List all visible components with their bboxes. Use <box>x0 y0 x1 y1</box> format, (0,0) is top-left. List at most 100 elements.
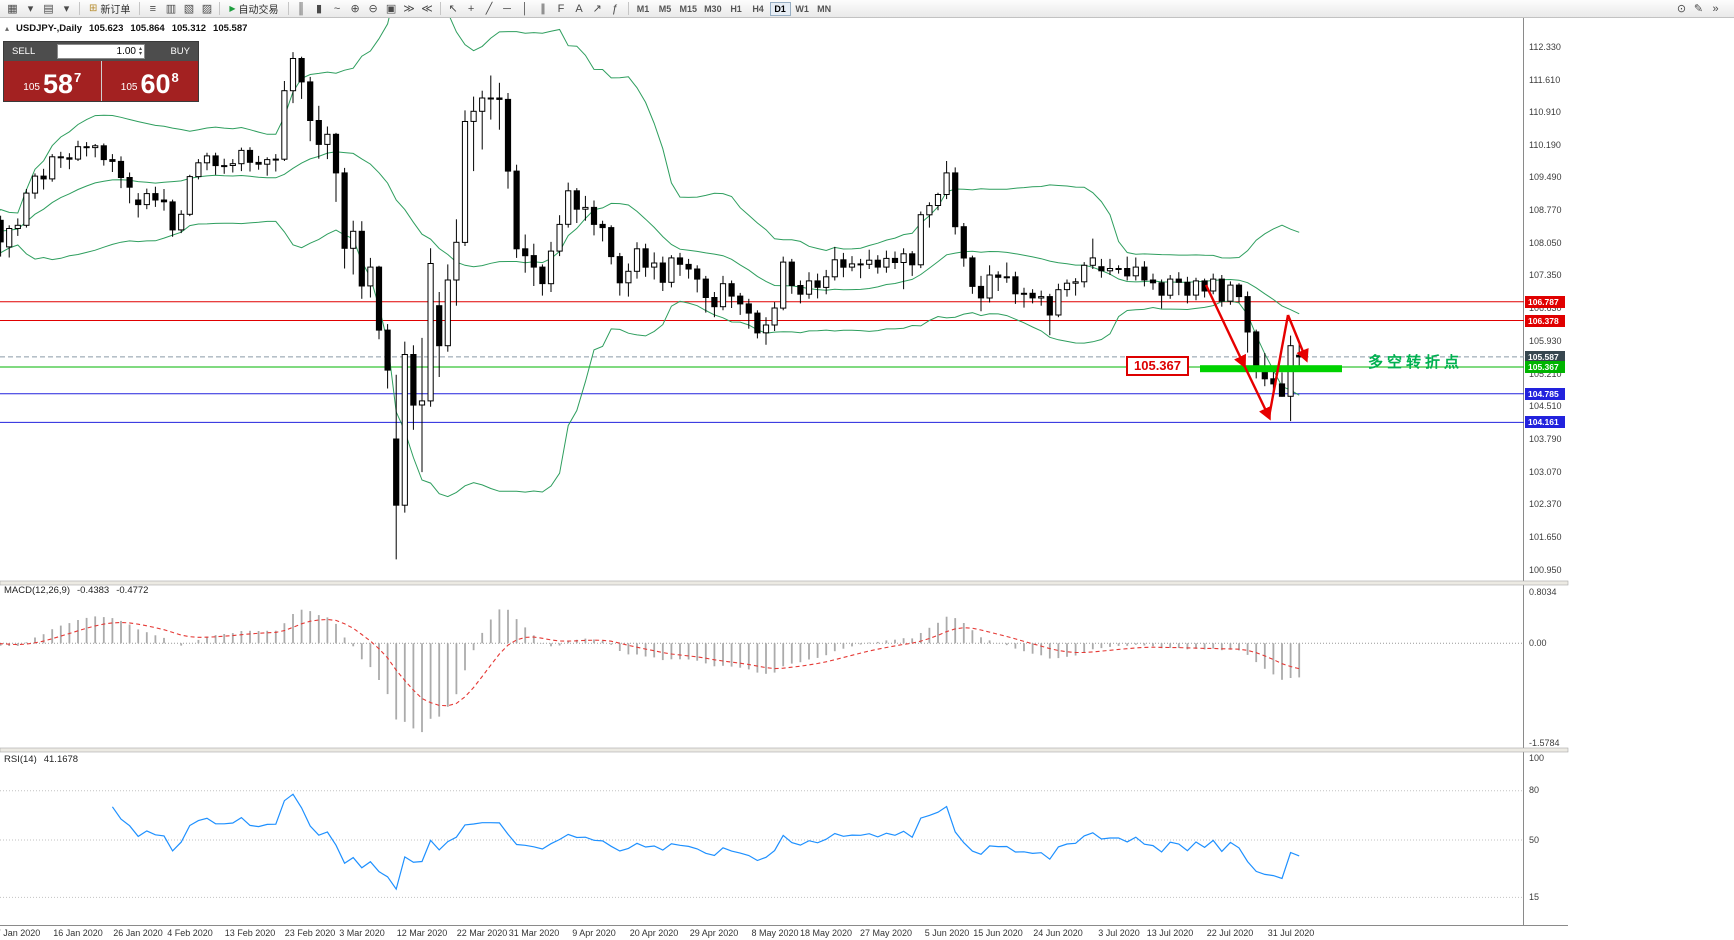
bid-price-pip: 7 <box>74 70 82 85</box>
zigzag-arrow-segment[interactable] <box>1286 314 1309 363</box>
date-label: 31 Jul 2020 <box>1267 928 1315 938</box>
vertical-line-icon[interactable]: │ <box>521 2 529 15</box>
trendline-icon[interactable]: ╱ <box>485 3 493 15</box>
toolbar-separator <box>139 2 141 15</box>
candlestick-chart-icon[interactable]: ▮ <box>316 3 323 15</box>
autotrading-play-icon: ▶ <box>229 4 236 13</box>
ask-price-major: 105 <box>120 82 138 93</box>
date-label: 29 Apr 2020 <box>689 928 739 938</box>
zigzag-arrow-segment[interactable] <box>1242 364 1271 421</box>
turning-point-note[interactable]: 多空转折点 <box>1368 354 1464 371</box>
price-scale-label: 101.650 <box>1529 532 1562 543</box>
rsi-scale-label: 15 <box>1529 891 1540 902</box>
sell-label[interactable]: SELL <box>12 46 36 57</box>
new-order-button[interactable]: ⊞ 新订单 <box>84 1 135 16</box>
new-chart-icon[interactable]: ▦ <box>7 3 18 15</box>
timeframe-m5-button[interactable]: M5 <box>658 3 672 14</box>
price-scale-label: 105.210 <box>1529 368 1562 379</box>
edit-icon[interactable]: ✎ <box>1693 3 1704 15</box>
toolbar-separator <box>287 2 289 15</box>
buy-button[interactable]: 105 60 8 <box>102 61 199 101</box>
indicators-icon[interactable]: ƒ <box>611 2 619 15</box>
volume-up-icon[interactable]: ▴ <box>138 45 142 52</box>
profiles-icon[interactable]: ▤ <box>43 3 54 15</box>
rsi-scale-label: 100 <box>1529 752 1545 763</box>
date-label: 3 Mar 2020 <box>339 928 385 938</box>
date-label: 9 Apr 2020 <box>572 928 616 938</box>
rsi-scale-label: 50 <box>1529 834 1540 845</box>
cursor-icon[interactable]: ↖ <box>448 3 458 15</box>
horizontal-level-lines[interactable] <box>0 301 1524 423</box>
chart-canvas[interactable] <box>0 0 1570 940</box>
price-scale-label: 104.510 <box>1529 400 1562 411</box>
timeframe-h4-button[interactable]: H4 <box>752 3 764 14</box>
support-price-label[interactable]: 105.367 <box>1126 356 1189 376</box>
date-label: 12 Mar 2020 <box>396 928 448 938</box>
volume-value: 1.00 <box>116 46 136 57</box>
collapse-trade-widget-icon[interactable]: ▴ <box>5 24 10 33</box>
sell-button[interactable]: 105 58 7 <box>4 61 101 101</box>
price-tag-104.161: 104.161 <box>1525 416 1565 429</box>
fibonacci-icon[interactable]: F <box>557 2 565 15</box>
timeframe-m1-button[interactable]: M1 <box>636 3 650 14</box>
ohlc-low: 105.312 <box>171 23 207 34</box>
rsi-pane-label: RSI(14) 41.1678 <box>4 754 78 765</box>
toolbar-separator <box>627 2 629 15</box>
panel-separators[interactable] <box>0 580 1569 753</box>
price-scale[interactable]: 112.330 111.610 110.910 110.190 109.490 108.7… <box>1524 0 1570 940</box>
line-chart-icon[interactable]: ~ <box>333 2 341 15</box>
price-scale-label: 109.490 <box>1529 172 1562 183</box>
timeframe-w1-button[interactable]: W1 <box>795 3 809 14</box>
timeframe-group: M1 M5 M15 M30 H1 H4 D1 W1 MN <box>633 1 835 16</box>
trade-widget-prices: 105 58 7 105 60 8 <box>4 61 198 101</box>
zigzag-arrow-segment[interactable] <box>1204 284 1246 369</box>
timeframe-h1-button[interactable]: H1 <box>730 3 742 14</box>
search-icon[interactable]: ⊙ <box>1676 3 1687 15</box>
volume-input[interactable]: 1.00 ▴ ▾ <box>57 44 145 59</box>
price-divider <box>100 61 102 101</box>
toolbar-separator <box>219 2 221 15</box>
date-label: 23 Feb 2020 <box>284 928 336 938</box>
timeframe-d1-button[interactable]: D1 <box>769 1 791 16</box>
crosshair-icon[interactable]: + <box>467 2 475 15</box>
text-icon[interactable]: A <box>575 2 583 15</box>
new-chart-dropdown-icon[interactable]: ▾ <box>27 3 34 15</box>
buy-label[interactable]: BUY <box>170 46 190 57</box>
auto-scroll-icon[interactable]: ≫ <box>403 3 415 15</box>
date-label: 20 Apr 2020 <box>629 928 679 938</box>
toolbar-separator <box>439 2 441 15</box>
volume-spinner[interactable]: ▴ ▾ <box>138 45 142 57</box>
horizontal-line-icon[interactable]: ─ <box>503 2 511 15</box>
zigzag-arrow-segment[interactable] <box>1267 314 1290 418</box>
data-window-icon[interactable]: ▥ <box>165 3 177 15</box>
timeframe-mn-button[interactable]: MN <box>817 3 832 14</box>
macd-scale-zero: 0.00 <box>1529 638 1547 649</box>
zoom-out-icon[interactable]: ⊖ <box>368 3 378 15</box>
zoom-in-icon[interactable]: ⊕ <box>350 3 360 15</box>
drawn-objects[interactable] <box>1200 284 1342 421</box>
bar-chart-icon[interactable]: ║ <box>297 2 305 15</box>
date-axis[interactable]: 7 Jan 2020 16 Jan 2020 26 Jan 2020 4 Feb 20… <box>0 926 1568 940</box>
volume-down-icon[interactable]: ▾ <box>138 50 142 57</box>
market-watch-icon[interactable]: ≡ <box>149 2 157 15</box>
price-scale-label: 110.910 <box>1529 106 1561 117</box>
chart-shift-icon[interactable]: ≪ <box>421 3 433 15</box>
tile-windows-icon[interactable]: ▣ <box>385 3 397 15</box>
turning-point-bar[interactable] <box>1200 365 1342 373</box>
autotrading-button[interactable]: ▶ 自动交易 <box>224 1 283 16</box>
bid-price-major: 105 <box>23 82 40 93</box>
navigator-icon[interactable]: ▧ <box>183 3 195 15</box>
timeframe-m15-button[interactable]: M15 <box>679 3 698 14</box>
channel-icon[interactable]: ∥ <box>540 3 546 15</box>
toolbar-window-group: ▣ ≫ ≪ <box>383 1 436 16</box>
date-label: 3 Jul 2020 <box>1098 928 1140 938</box>
date-label: 31 Mar 2020 <box>508 928 560 938</box>
rsi-label: RSI(14) <box>4 754 37 765</box>
timeframe-m30-button[interactable]: M30 <box>704 3 722 14</box>
date-label: 26 Jan 2020 <box>113 928 163 938</box>
toolbar-overflow-icon[interactable]: » <box>1712 2 1719 15</box>
arrows-icon[interactable]: ↗ <box>592 3 602 15</box>
terminal-icon[interactable]: ▨ <box>201 3 213 15</box>
profiles-dropdown-icon[interactable]: ▾ <box>63 3 70 15</box>
price-tag-105.587: 105.587 <box>1525 350 1565 363</box>
